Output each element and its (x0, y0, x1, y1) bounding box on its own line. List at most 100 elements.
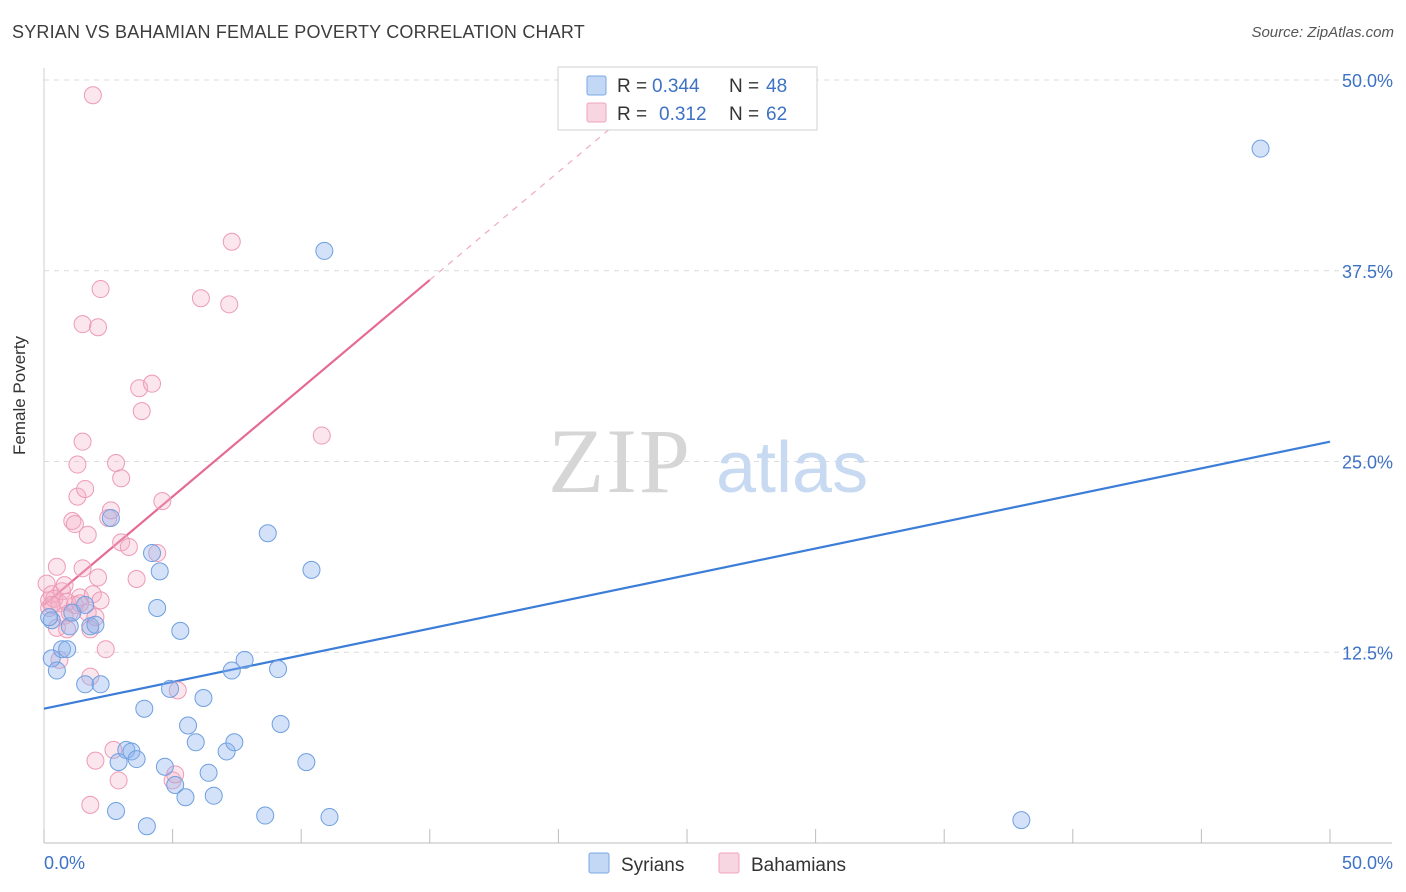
legend-bottom-label-bahamians: Bahamians (751, 855, 846, 876)
point-bahamians-57 (220, 295, 239, 314)
point-bahamians-52 (153, 492, 172, 511)
point-bahamians-38 (96, 640, 115, 659)
point-syrians-20 (143, 544, 162, 563)
legend-r-label-bahamians: R = (617, 104, 647, 125)
point-syrians-18 (135, 699, 154, 718)
point-bahamians-31 (83, 86, 102, 105)
y-tick-label-0: 12.5% (1342, 643, 1393, 663)
point-bahamians-49 (132, 402, 151, 421)
point-syrians-12 (101, 508, 120, 527)
point-bahamians-43 (109, 771, 128, 790)
point-bahamians-50 (143, 374, 162, 393)
point-syrians-2 (47, 661, 66, 680)
legend-n-label-syrians: N = (729, 76, 759, 97)
watermark-zip: ZIP (548, 410, 692, 512)
point-syrians-25 (166, 776, 185, 795)
point-bahamians-35 (89, 318, 108, 337)
point-syrians-13 (107, 801, 126, 820)
point-syrians-42 (302, 560, 321, 579)
legend-swatch-bahamians (586, 102, 607, 123)
point-bahamians-46 (119, 537, 138, 556)
point-bahamians-47 (127, 570, 146, 589)
point-bahamians-23 (73, 315, 92, 334)
point-bahamians-5 (47, 557, 66, 576)
y-tick-label-1: 25.0% (1342, 453, 1393, 473)
legend-bottom-swatch-syrians (588, 852, 610, 874)
point-syrians-7 (76, 595, 95, 614)
trend-line-bahamians-extension (429, 128, 611, 281)
chart-source: Source: ZipAtlas.com (1251, 24, 1394, 41)
point-syrians-46 (1251, 139, 1270, 158)
point-bahamians-18 (68, 487, 87, 506)
point-syrians-39 (269, 660, 288, 679)
legend-n-value-syrians: 48 (766, 76, 787, 97)
point-bahamians-58 (222, 232, 241, 251)
trend-line-bahamians (43, 279, 431, 606)
point-syrians-38 (258, 524, 277, 543)
point-bahamians-19 (68, 455, 87, 474)
point-syrians-36 (235, 650, 254, 669)
data-points (37, 86, 1270, 836)
point-bahamians-42 (107, 454, 126, 473)
correlation-legend: R = 0.344 N = 48 R = 0.312 N = 62 (557, 66, 818, 131)
point-syrians-10 (76, 675, 95, 694)
point-syrians-40 (271, 714, 290, 733)
point-syrians-5 (60, 617, 79, 636)
point-bahamians-22 (73, 559, 92, 578)
y-tick-label-3: 50.0% (1342, 71, 1393, 91)
point-bahamians-40 (101, 501, 120, 520)
point-syrians-33 (217, 742, 236, 761)
point-bahamians-21 (73, 432, 92, 451)
point-bahamians-59 (312, 426, 331, 445)
point-bahamians-27 (81, 795, 100, 814)
watermark: ZIP atlas (548, 410, 868, 512)
tick-labels: 12.5% 25.0% 37.5% 50.0% 0.0% 50.0% (44, 71, 1393, 873)
trend-line-syrians (43, 440, 1331, 710)
point-syrians-28 (179, 716, 198, 735)
point-syrians-21 (148, 598, 167, 617)
point-syrians-32 (204, 786, 223, 805)
point-bahamians-51 (148, 544, 167, 563)
point-syrians-47 (40, 608, 59, 627)
point-syrians-43 (315, 241, 334, 260)
y-tick-label-2: 37.5% (1342, 262, 1393, 282)
legend-bottom-label-syrians: Syrians (621, 855, 684, 876)
series-legend: Syrians Bahamians (588, 852, 846, 876)
point-syrians-9 (86, 615, 105, 634)
point-bahamians-15 (63, 512, 82, 531)
point-bahamians-26 (78, 525, 97, 544)
grid-lines (44, 79, 1392, 653)
legend-r-value-bahamians: 0.312 (659, 104, 707, 125)
point-bahamians-24 (76, 479, 95, 498)
point-syrians-30 (194, 689, 213, 708)
point-bahamians-37 (91, 280, 110, 299)
legend-r-label-syrians: R = (617, 76, 647, 97)
x-tick-label-0: 0.0% (44, 853, 85, 873)
legend-n-value-bahamians: 62 (766, 104, 787, 125)
chart-title: SYRIAN VS BAHAMIAN FEMALE POVERTY CORREL… (12, 22, 585, 42)
point-syrians-41 (297, 753, 316, 772)
point-syrians-44 (320, 808, 339, 827)
point-syrians-35 (225, 733, 244, 752)
point-syrians-0 (42, 611, 61, 630)
point-syrians-19 (137, 817, 156, 836)
point-syrians-34 (222, 661, 241, 680)
point-syrians-45 (1012, 811, 1031, 830)
legend-r-value-syrians: 0.344 (652, 76, 700, 97)
legend-n-label-bahamians: N = (729, 104, 759, 125)
point-bahamians-17 (65, 515, 84, 534)
watermark-atlas: atlas (716, 428, 868, 508)
point-bahamians-10 (55, 576, 74, 595)
point-bahamians-36 (91, 591, 110, 610)
point-syrians-29 (186, 733, 205, 752)
point-bahamians-56 (191, 289, 210, 308)
point-syrians-22 (150, 562, 169, 581)
point-syrians-31 (199, 763, 218, 782)
point-syrians-17 (127, 750, 146, 769)
legend-swatch-syrians (586, 75, 607, 96)
point-syrians-3 (53, 640, 72, 659)
trend-lines (43, 128, 1331, 710)
point-syrians-23 (155, 757, 174, 776)
point-syrians-4 (58, 640, 77, 659)
point-syrians-26 (171, 621, 190, 640)
